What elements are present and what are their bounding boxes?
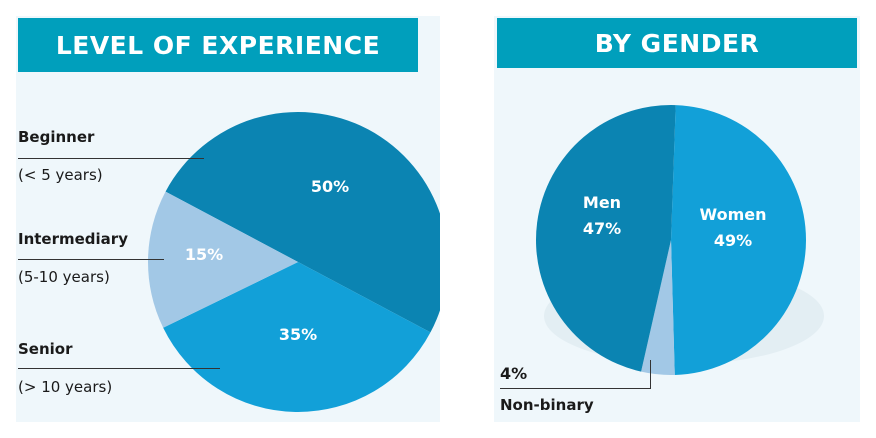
nonbinary-leader-line (500, 388, 651, 389)
beginner-sub: (< 5 years) (18, 166, 103, 184)
slice-label-men: Men (583, 193, 621, 212)
slice-label-women-pct: 49% (714, 231, 752, 250)
pie-slice-men (535, 105, 676, 372)
gender-title: BY GENDER (497, 18, 857, 68)
beginner-leader-line (18, 158, 204, 159)
gender-pie: Women 49% Men 47% (535, 105, 824, 375)
experience-pie: 50% 35% 15% (148, 112, 440, 413)
slice-label-women: Women (700, 205, 767, 224)
pie-slice-intermediary (148, 191, 298, 328)
senior-leader-line (18, 368, 220, 369)
senior-sub: (> 10 years) (18, 378, 113, 396)
gender-panel: Women 49% Men 47% BY GENDER 4% Non-binary (494, 16, 860, 422)
experience-title: LEVEL OF EXPERIENCE (18, 18, 418, 72)
beginner-label: Beginner (18, 128, 95, 146)
nonbinary-pct: 4% (500, 364, 528, 383)
intermediary-sub: (5-10 years) (18, 268, 110, 286)
pie-slice-non-binary (641, 240, 675, 375)
pie-slice-women (671, 105, 806, 375)
slice-label-senior: 35% (279, 325, 317, 344)
experience-panel: 50% 35% 15% LEVEL OF EXPERIENCE Beginner (… (16, 16, 440, 422)
slice-label-intermediary: 15% (185, 245, 223, 264)
nonbinary-leader-vertical (650, 360, 651, 389)
intermediary-leader-line (18, 259, 164, 260)
intermediary-label: Intermediary (18, 230, 128, 248)
pie-slice-beginner (165, 112, 440, 333)
slice-label-beginner: 50% (311, 177, 349, 196)
nonbinary-label: Non-binary (500, 396, 594, 414)
senior-label: Senior (18, 340, 73, 358)
pie-slice-senior (163, 262, 431, 413)
slice-label-men-pct: 47% (583, 219, 621, 238)
